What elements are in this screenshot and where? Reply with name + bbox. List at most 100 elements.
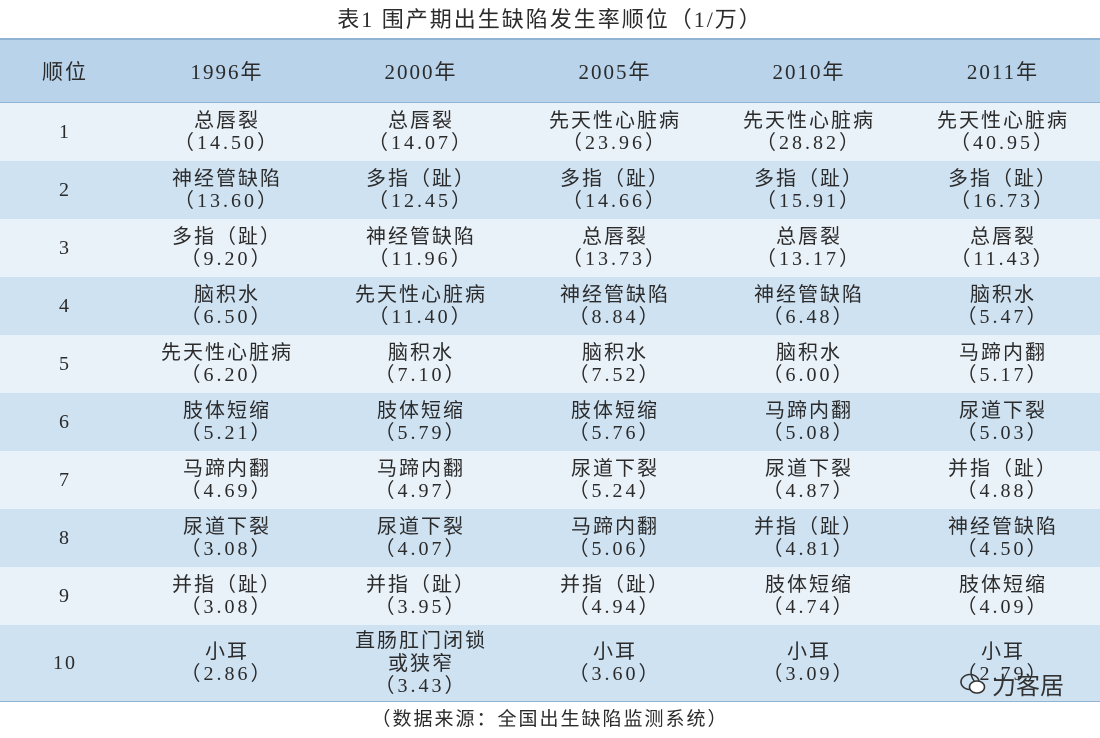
defect-cell: 马蹄内翻 （5.17） xyxy=(906,335,1100,393)
defect-name: 先天性心脏病 xyxy=(937,108,1069,132)
defect-cell: 神经管缺陷 （6.48） xyxy=(712,277,906,335)
table-row: 7 马蹄内翻 （4.69） 马蹄内翻 （4.97） 尿道下裂 （5.24） 尿道下裂 （4.87… xyxy=(0,451,1100,509)
defect-name: 多指（趾） xyxy=(172,224,282,248)
defect-rate: （6.20） xyxy=(180,364,274,386)
defect-rate: （3.09） xyxy=(762,663,856,685)
defect-name: 尿道下裂 xyxy=(959,398,1047,422)
header-cell: 2005年 xyxy=(518,38,712,103)
defect-rate: （5.06） xyxy=(568,538,662,560)
defect-cell: 马蹄内翻 （5.08） xyxy=(712,393,906,451)
defect-name: 先天性心脏病 xyxy=(549,108,681,132)
defect-cell: 多指（趾） （9.20） xyxy=(130,219,324,277)
defect-cell: 先天性心脏病 （11.40） xyxy=(324,277,518,335)
defect-cell: 尿道下裂 （5.03） xyxy=(906,393,1100,451)
table-row: 9 并指（趾） （3.08） 并指（趾） （3.95） 并指（趾） （4.94） 肢体短缩 （4… xyxy=(0,567,1100,625)
rank-cell: 3 xyxy=(0,219,130,277)
defect-name: 多指（趾） xyxy=(366,166,476,190)
defect-name: 脑积水 xyxy=(194,282,260,306)
defect-name: 脑积水 xyxy=(776,340,842,364)
defect-name: 尿道下裂 xyxy=(183,514,271,538)
defect-cell: 神经管缺陷 （11.96） xyxy=(324,219,518,277)
table-row: 3 多指（趾） （9.20） 神经管缺陷 （11.96） 总唇裂 （13.73） 总唇裂 （13… xyxy=(0,219,1100,277)
defect-cell: 小耳 （2.86） xyxy=(130,625,324,702)
defect-rate: （4.50） xyxy=(956,538,1050,560)
defect-name: 尿道下裂 xyxy=(377,514,465,538)
defect-cell: 并指（趾） （3.08） xyxy=(130,567,324,625)
defect-rate: （3.95） xyxy=(374,596,468,618)
defect-cell: 多指（趾） （12.45） xyxy=(324,161,518,219)
defect-rate: （4.88） xyxy=(956,480,1050,502)
defect-name: 肢体短缩 xyxy=(377,398,465,422)
defect-rate: （14.07） xyxy=(368,132,474,154)
defect-name: 先天性心脏病 xyxy=(161,340,293,364)
defect-cell: 并指（趾） （3.95） xyxy=(324,567,518,625)
defect-cell: 肢体短缩 （5.79） xyxy=(324,393,518,451)
defect-name: 脑积水 xyxy=(582,340,648,364)
rank-cell: 8 xyxy=(0,509,130,567)
watermark: 力客居 xyxy=(960,666,1064,701)
defect-name: 肢体短缩 xyxy=(183,398,271,422)
defect-cell: 脑积水 （6.00） xyxy=(712,335,906,393)
defect-name: 小耳 xyxy=(593,639,637,663)
defect-rate: （2.86） xyxy=(180,663,274,685)
defect-cell: 肢体短缩 （5.21） xyxy=(130,393,324,451)
defect-rate: （13.17） xyxy=(756,248,862,270)
defect-rate: （11.40） xyxy=(368,306,474,328)
wechat-icon xyxy=(960,673,986,694)
defect-cell: 脑积水 （7.52） xyxy=(518,335,712,393)
defect-rate: （3.08） xyxy=(180,538,274,560)
defect-name: 并指（趾） xyxy=(948,456,1058,480)
defect-cell: 尿道下裂 （4.87） xyxy=(712,451,906,509)
defect-rate: （3.43） xyxy=(374,674,468,697)
defect-cell: 多指（趾） （16.73） xyxy=(906,161,1100,219)
defect-cell: 尿道下裂 （5.24） xyxy=(518,451,712,509)
defect-rate: （4.74） xyxy=(762,596,856,618)
defect-name: 肢体短缩 xyxy=(571,398,659,422)
defect-rate: （6.50） xyxy=(180,306,274,328)
defect-rate: （7.52） xyxy=(568,364,662,386)
defect-cell: 并指（趾） （4.81） xyxy=(712,509,906,567)
defect-name: 马蹄内翻 xyxy=(765,398,853,422)
defect-rate: （5.17） xyxy=(956,364,1050,386)
defect-cell: 小耳 （3.09） xyxy=(712,625,906,702)
header-cell: 2010年 xyxy=(712,38,906,103)
rank-cell: 7 xyxy=(0,451,130,509)
defect-name: 神经管缺陷 xyxy=(948,514,1058,538)
defect-cell: 马蹄内翻 （4.97） xyxy=(324,451,518,509)
defect-rate: （4.97） xyxy=(374,480,468,502)
watermark-text: 力客居 xyxy=(992,672,1064,700)
defect-rate: （5.21） xyxy=(180,422,274,444)
table-body: 1 总唇裂 （14.50） 总唇裂 （14.07） 先天性心脏病 （23.96） 先天性心脏病… xyxy=(0,102,1100,702)
defect-rate: （3.60） xyxy=(568,663,662,685)
header-cell: 2000年 xyxy=(324,38,518,103)
defect-cell: 小耳 （3.60） xyxy=(518,625,712,702)
rank-cell: 5 xyxy=(0,335,130,393)
defect-name: 总唇裂 xyxy=(582,224,648,248)
defect-name: 总唇裂 xyxy=(194,108,260,132)
defect-name: 并指（趾） xyxy=(754,514,864,538)
defect-rate: （6.00） xyxy=(762,364,856,386)
defect-rate: （11.96） xyxy=(368,248,474,270)
defect-cell: 多指（趾） （14.66） xyxy=(518,161,712,219)
defect-rate: （23.96） xyxy=(562,132,668,154)
rank-cell: 6 xyxy=(0,393,130,451)
defect-cell: 神经管缺陷 （8.84） xyxy=(518,277,712,335)
defect-cell: 神经管缺陷 （4.50） xyxy=(906,509,1100,567)
header-cell: 1996年 xyxy=(130,38,324,103)
defect-rate: （5.79） xyxy=(374,422,468,444)
defect-cell: 马蹄内翻 （5.06） xyxy=(518,509,712,567)
defect-name: 肢体短缩 xyxy=(959,572,1047,596)
defect-rate: （16.73） xyxy=(950,190,1056,212)
defect-cell: 马蹄内翻 （4.69） xyxy=(130,451,324,509)
rank-cell: 10 xyxy=(0,625,130,702)
defect-rate: （5.24） xyxy=(568,480,662,502)
table-row: 1 总唇裂 （14.50） 总唇裂 （14.07） 先天性心脏病 （23.96） 先天性心脏病… xyxy=(0,102,1100,161)
defect-name: 并指（趾） xyxy=(172,572,282,596)
defect-rate: （13.73） xyxy=(562,248,668,270)
table-row: 2 神经管缺陷 （13.60） 多指（趾） （12.45） 多指（趾） （14.66） 多指（… xyxy=(0,161,1100,219)
defect-cell: 先天性心脏病 （23.96） xyxy=(518,102,712,161)
rank-cell: 2 xyxy=(0,161,130,219)
defect-rate: （4.09） xyxy=(956,596,1050,618)
defect-name: 并指（趾） xyxy=(366,572,476,596)
table-row: 6 肢体短缩 （5.21） 肢体短缩 （5.79） 肢体短缩 （5.76） 马蹄内翻 （5.08… xyxy=(0,393,1100,451)
